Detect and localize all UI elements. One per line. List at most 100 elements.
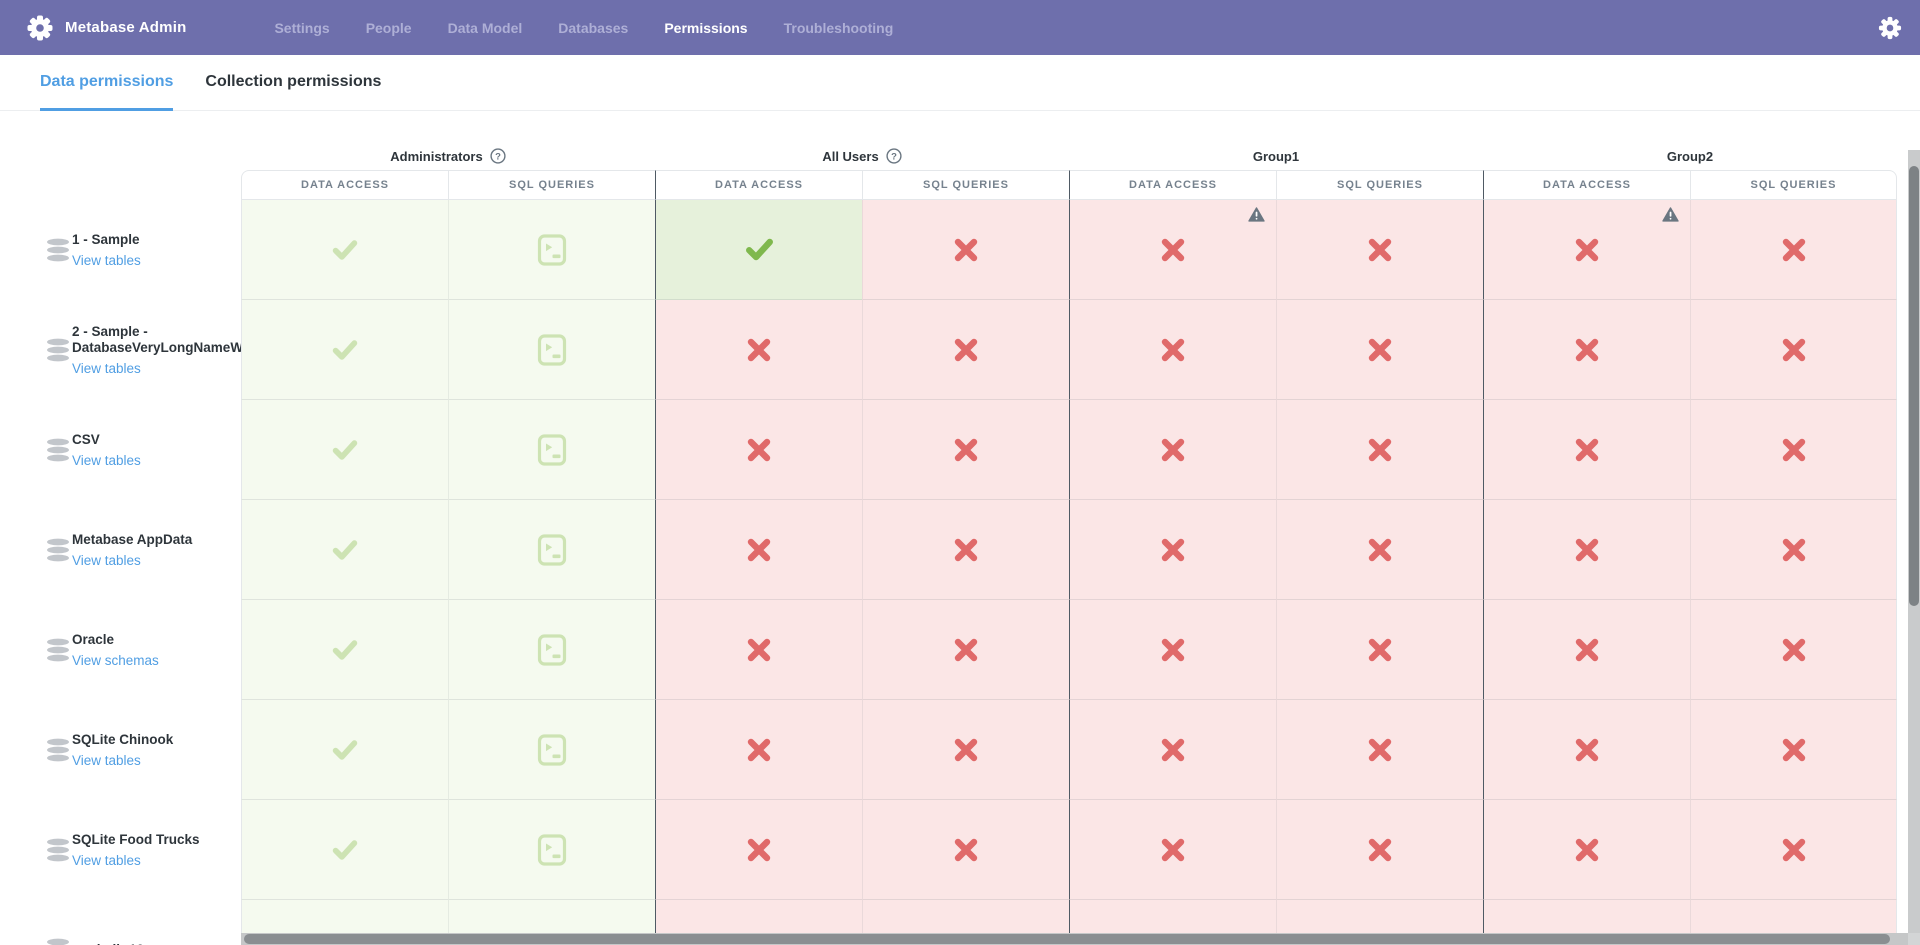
data-access-cell[interactable] (241, 200, 448, 300)
sql-queries-cell[interactable] (1276, 700, 1483, 800)
view-tables-link[interactable]: View schemas (72, 653, 159, 669)
sql-queries-cell[interactable] (448, 500, 655, 600)
data-access-cell[interactable] (241, 600, 448, 700)
tab-data-permissions[interactable]: Data permissions (40, 55, 174, 111)
database-row-label: SQLite Food Trucks View tables (0, 800, 241, 900)
cross-icon (1368, 238, 1392, 261)
horizontal-scrollbar-thumb[interactable] (244, 934, 1890, 944)
sql-queries-cell[interactable] (1276, 500, 1483, 600)
data-access-cell[interactable] (655, 500, 862, 600)
data-access-cell[interactable] (241, 300, 448, 400)
view-tables-link[interactable]: View tables (72, 553, 141, 569)
column-header-sql-queries: SQL QUERIES (862, 170, 1069, 200)
tab-collection-permissions[interactable]: Collection permissions (205, 72, 382, 90)
metabase-admin-brand[interactable]: Metabase Admin (27, 15, 186, 41)
data-access-cell[interactable] (1069, 400, 1276, 500)
data-access-cell[interactable] (655, 200, 862, 300)
sql-queries-cell[interactable] (448, 800, 655, 900)
sql-queries-cell[interactable] (448, 600, 655, 700)
sql-queries-cell[interactable] (1690, 600, 1897, 700)
sql-queries-cell[interactable] (1276, 200, 1483, 300)
view-tables-link[interactable]: View tables (72, 853, 141, 869)
data-access-cell[interactable] (655, 600, 862, 700)
sql-queries-cell[interactable] (1690, 200, 1897, 300)
data-access-cell[interactable] (655, 800, 862, 900)
sql-queries-cell[interactable] (1690, 500, 1897, 600)
data-access-cell[interactable] (1483, 800, 1690, 900)
view-tables-link[interactable]: View tables (72, 361, 141, 377)
sql-queries-cell[interactable] (448, 200, 655, 300)
data-access-cell[interactable] (241, 900, 448, 933)
cross-icon (1782, 538, 1805, 561)
data-access-cell[interactable] (1483, 300, 1690, 400)
vertical-scrollbar-thumb[interactable] (1909, 166, 1919, 606)
data-access-cell[interactable] (655, 700, 862, 800)
settings-gear-icon[interactable] (1878, 16, 1902, 40)
sql-queries-cell[interactable] (448, 300, 655, 400)
data-access-cell[interactable] (1069, 600, 1276, 700)
sql-queries-cell[interactable] (862, 800, 1069, 900)
nav-item-databases[interactable]: Databases (558, 19, 629, 36)
sql-queries-cell[interactable] (448, 700, 655, 800)
help-icon[interactable]: ? (490, 148, 506, 164)
sql-queries-cell[interactable] (862, 400, 1069, 500)
nav-item-people[interactable]: People (365, 19, 412, 36)
data-access-cell[interactable] (241, 400, 448, 500)
data-access-cell[interactable] (655, 900, 862, 933)
data-access-cell[interactable] (1069, 900, 1276, 933)
sql-queries-cell[interactable] (1690, 800, 1897, 900)
horizontal-scrollbar[interactable] (241, 933, 1908, 945)
sql-queries-cell[interactable] (448, 900, 655, 933)
view-tables-link[interactable]: View tables (72, 753, 141, 769)
database-name: 1 - Sample (72, 231, 140, 247)
sql-queries-cell[interactable] (1690, 300, 1897, 400)
sql-queries-cell[interactable] (1276, 600, 1483, 700)
view-tables-link[interactable]: View tables (72, 453, 141, 469)
sql-queries-cell[interactable] (448, 400, 655, 500)
data-access-cell[interactable] (241, 700, 448, 800)
data-access-cell[interactable] (1069, 300, 1276, 400)
data-access-cell[interactable] (1483, 700, 1690, 800)
data-access-cell[interactable] (1483, 200, 1690, 300)
brand-label: Metabase Admin (65, 19, 187, 36)
sql-queries-cell[interactable] (862, 700, 1069, 800)
sql-queries-cell[interactable] (1276, 800, 1483, 900)
data-access-cell[interactable] (1069, 800, 1276, 900)
data-access-cell[interactable] (655, 400, 862, 500)
cross-icon (1782, 638, 1805, 661)
view-tables-link[interactable]: View tables (72, 253, 141, 269)
data-access-cell[interactable] (241, 800, 448, 900)
sql-queries-cell[interactable] (862, 500, 1069, 600)
group-name: Group1 (1252, 148, 1300, 164)
data-access-cell[interactable] (1069, 200, 1276, 300)
data-access-cell[interactable] (655, 300, 862, 400)
cross-icon (954, 338, 978, 361)
help-icon[interactable]: ? (886, 148, 902, 164)
vertical-scrollbar[interactable] (1908, 150, 1920, 933)
data-access-cell[interactable] (1483, 500, 1690, 600)
data-access-cell[interactable] (241, 500, 448, 600)
sql-queries-cell[interactable] (862, 900, 1069, 933)
sql-queries-cell[interactable] (1690, 900, 1897, 933)
cross-icon (1575, 338, 1599, 361)
cross-icon (1161, 538, 1185, 561)
sql-queries-cell[interactable] (862, 300, 1069, 400)
sql-queries-cell[interactable] (1276, 300, 1483, 400)
sql-queries-cell[interactable] (862, 200, 1069, 300)
sql-queries-cell[interactable] (1690, 700, 1897, 800)
gear-logo-icon (27, 15, 53, 40)
nav-item-data-model[interactable]: Data Model (447, 19, 523, 36)
data-access-cell[interactable] (1069, 700, 1276, 800)
sql-queries-cell[interactable] (1276, 900, 1483, 933)
group-header-all-users: All Users? (655, 143, 1069, 169)
data-access-cell[interactable] (1483, 600, 1690, 700)
nav-item-troubleshooting[interactable]: Troubleshooting (783, 19, 894, 36)
data-access-cell[interactable] (1483, 900, 1690, 933)
sql-queries-cell[interactable] (1276, 400, 1483, 500)
sql-queries-cell[interactable] (1690, 400, 1897, 500)
nav-item-permissions[interactable]: Permissions (664, 19, 748, 36)
sql-queries-cell[interactable] (862, 600, 1069, 700)
data-access-cell[interactable] (1069, 500, 1276, 600)
data-access-cell[interactable] (1483, 400, 1690, 500)
nav-item-settings[interactable]: Settings (274, 19, 330, 36)
